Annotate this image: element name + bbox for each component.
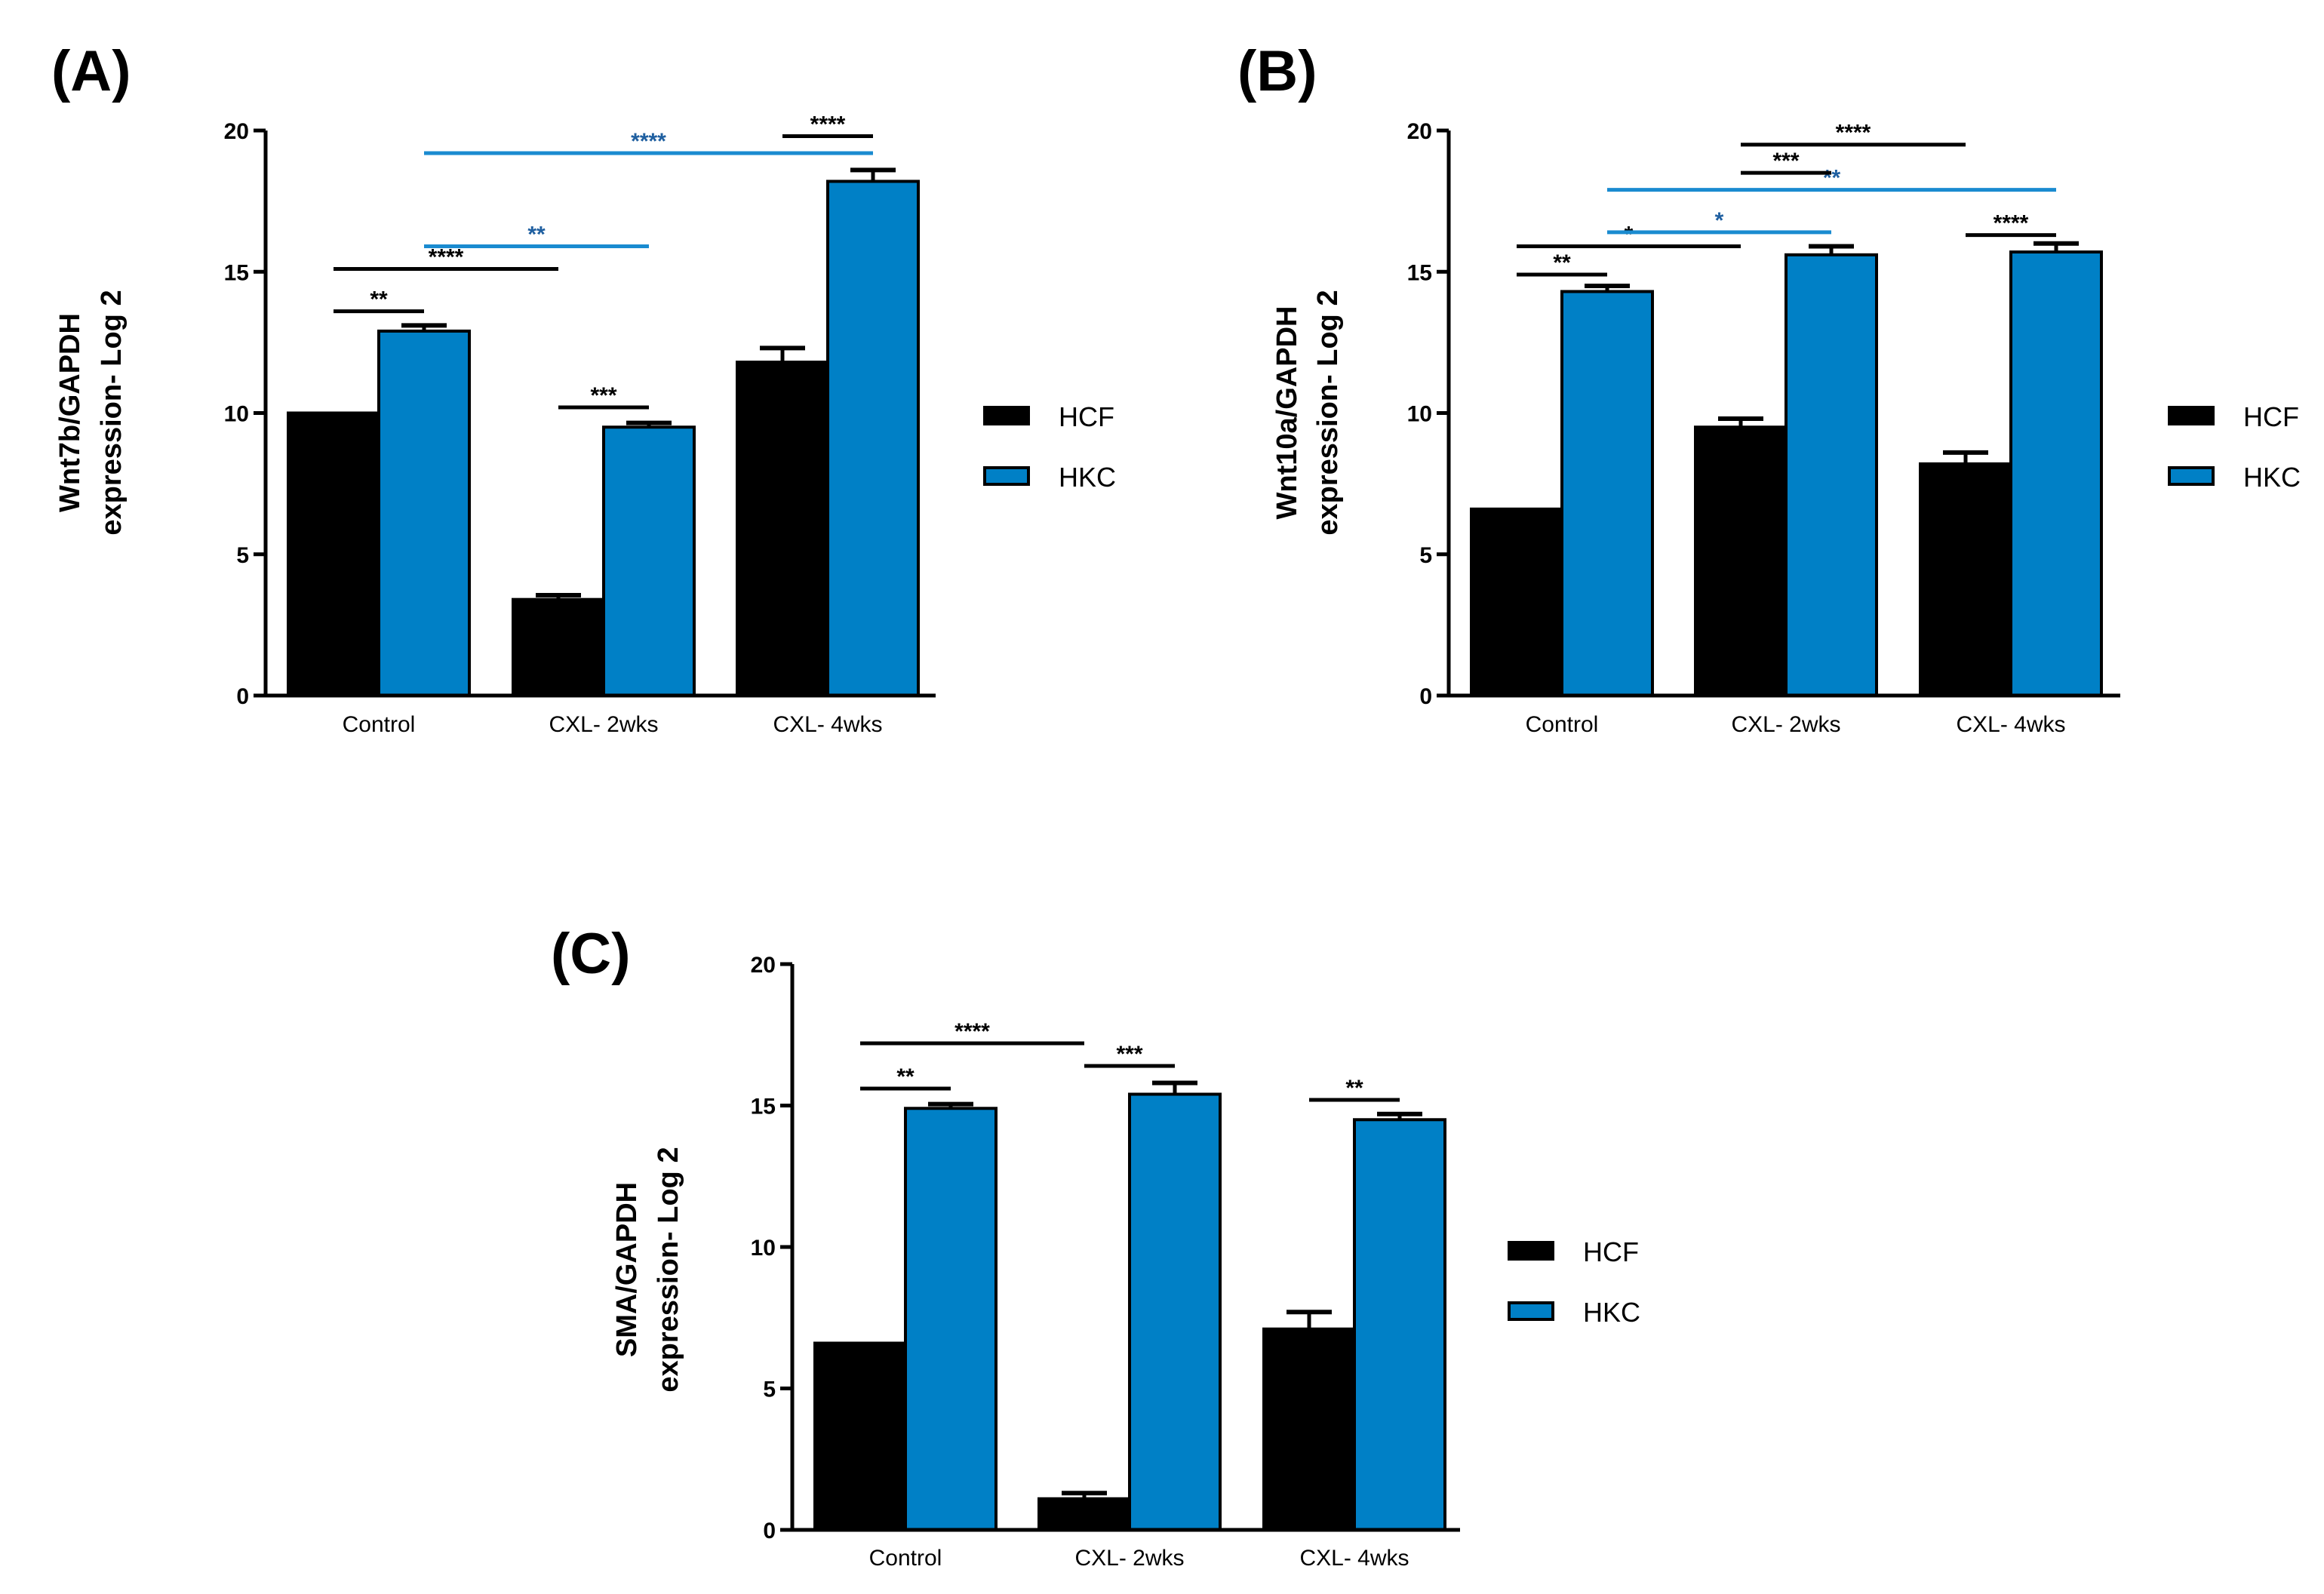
significance-label: **** xyxy=(1836,121,1871,146)
x-category-label: Control xyxy=(1526,712,1599,737)
significance-label: **** xyxy=(954,1019,990,1044)
y-tick-label: 10 xyxy=(1407,402,1432,427)
significance-label: * xyxy=(1715,208,1724,233)
chart-panel-2: (C) SMA/GAPDH expression- Log 2 0 5 10 15 20 Con… xyxy=(551,922,1640,1571)
y-axis-label: Wnt10a/GAPDH xyxy=(1271,306,1303,520)
significance-label: ** xyxy=(1823,166,1841,191)
legend-swatch-hkc xyxy=(1508,1301,1554,1321)
chart-panel-0: (A) Wnt7b/GAPDH expression- Log 2 0 5 10 15 20 C… xyxy=(51,39,1116,737)
legend-label: HKC xyxy=(2243,462,2301,493)
legend-swatch-hcf xyxy=(1508,1241,1554,1261)
y-axis-label: Wnt7b/GAPDH xyxy=(54,313,86,512)
y-tick-label: 20 xyxy=(751,953,776,978)
significance-label: **** xyxy=(631,129,666,154)
bar-hkc xyxy=(904,1107,998,1531)
bar-hkc xyxy=(602,425,696,697)
significance-label: ** xyxy=(527,223,546,247)
x-category-label: Control xyxy=(869,1546,942,1571)
y-tick-label: 15 xyxy=(224,260,249,285)
bar-hkc xyxy=(377,329,471,697)
significance-label: ** xyxy=(1345,1076,1363,1101)
bar-hcf xyxy=(813,1341,907,1531)
y-axis-label: SMA/GAPDH xyxy=(611,1182,643,1357)
significance-label: ** xyxy=(370,287,388,312)
bar-hcf xyxy=(736,361,829,697)
legend-label: HCF xyxy=(2243,401,2299,432)
y-tick-label: 10 xyxy=(751,1236,776,1261)
y-axis-label: expression- Log 2 xyxy=(653,1147,684,1392)
bar-hkc xyxy=(1784,253,1878,697)
legend-label: HCF xyxy=(1583,1236,1639,1267)
y-tick-label: 20 xyxy=(1407,119,1432,144)
panel-label: (A) xyxy=(51,39,131,103)
bar-hkc xyxy=(826,180,920,698)
y-axis-label: expression- Log 2 xyxy=(1312,290,1344,535)
legend-swatch-hkc xyxy=(983,466,1030,486)
chart-panel-1: (B) Wnt10a/GAPDH expression- Log 2 0 5 10 15 20… xyxy=(1237,39,2301,737)
bar-hcf xyxy=(1262,1327,1356,1531)
x-category-label: CXL- 4wks xyxy=(1956,712,2065,737)
bar-hcf xyxy=(287,411,380,697)
bar-hkc xyxy=(1353,1118,1446,1531)
y-tick-label: 0 xyxy=(236,684,249,709)
y-tick-label: 15 xyxy=(1407,260,1432,285)
bar-hcf xyxy=(512,597,605,697)
significance-label: *** xyxy=(1772,149,1799,174)
y-axis-label: expression- Log 2 xyxy=(96,290,128,535)
significance-label: **** xyxy=(429,245,464,270)
bar-hcf xyxy=(1919,462,2012,697)
legend-swatch-hcf xyxy=(2168,406,2215,425)
y-tick-label: 5 xyxy=(1419,543,1432,568)
x-category-label: Control xyxy=(343,712,416,737)
x-category-label: CXL- 2wks xyxy=(1731,712,1840,737)
legend-label: HCF xyxy=(1059,401,1114,432)
bar-hcf xyxy=(1038,1497,1131,1531)
panel-label: (C) xyxy=(551,922,631,986)
legend-swatch-hkc xyxy=(2168,466,2215,486)
x-category-label: CXL- 4wks xyxy=(1299,1546,1409,1571)
panel-label: (B) xyxy=(1237,39,1317,103)
x-category-label: CXL- 2wks xyxy=(1074,1546,1184,1571)
bar-hcf xyxy=(1694,425,1788,697)
significance-label: **** xyxy=(1994,211,2029,236)
legend-swatch-hcf xyxy=(983,406,1030,425)
x-category-label: CXL- 4wks xyxy=(773,712,882,737)
bar-hkc xyxy=(2009,250,2103,698)
bar-hcf xyxy=(1470,507,1563,698)
significance-label: *** xyxy=(590,383,616,408)
y-tick-label: 5 xyxy=(763,1377,776,1402)
legend-label: HKC xyxy=(1059,462,1116,493)
bar-hkc xyxy=(1128,1092,1222,1531)
y-tick-label: 20 xyxy=(224,119,249,144)
x-category-label: CXL- 2wks xyxy=(549,712,658,737)
significance-label: ** xyxy=(896,1064,915,1089)
bar-hkc xyxy=(1560,290,1654,697)
legend-label: HKC xyxy=(1583,1297,1640,1328)
significance-label: *** xyxy=(1116,1042,1142,1067)
significance-label: ** xyxy=(1553,250,1571,275)
y-tick-label: 10 xyxy=(224,402,249,427)
significance-label: **** xyxy=(810,112,846,137)
y-tick-label: 5 xyxy=(236,543,249,568)
y-tick-label: 15 xyxy=(751,1095,776,1119)
significance-label: * xyxy=(1625,223,1634,247)
y-tick-label: 0 xyxy=(1419,684,1432,709)
y-tick-label: 0 xyxy=(763,1519,776,1543)
